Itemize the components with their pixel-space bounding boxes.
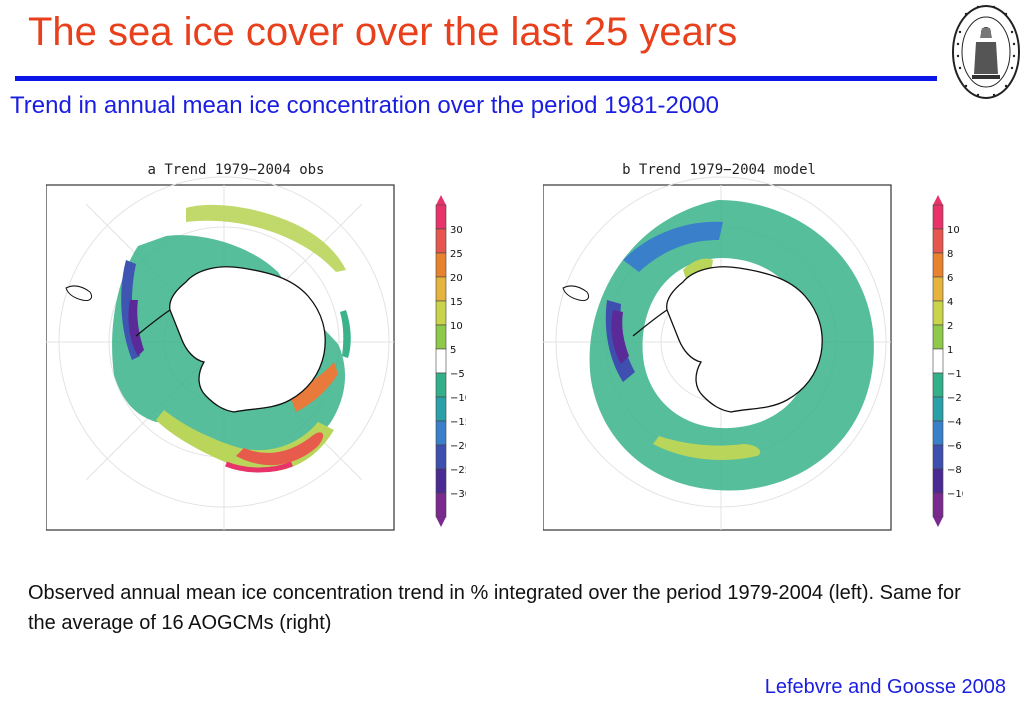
- colorbar-arrow-top: [933, 195, 943, 205]
- colorbar-tick-label: 10: [947, 225, 960, 236]
- colorbar-segment: [435, 420, 447, 446]
- colorbar-segment: [932, 252, 944, 278]
- colorbar-tick-label: 8: [947, 249, 953, 260]
- colorbar-segment: [932, 492, 944, 518]
- colorbar-tick-label: −5: [450, 369, 465, 380]
- figure-a-heading: a Trend 1979−2004 obs: [147, 162, 324, 178]
- colorbar-tick-label: 5: [450, 345, 456, 356]
- colorbar-tick-label: −10: [947, 489, 963, 500]
- colorbar-tick-label: 6: [947, 273, 953, 284]
- colorbar-segment: [435, 372, 447, 398]
- colorbar-segment: [932, 444, 944, 470]
- source-credit: Lefebvre and Goosse 2008: [764, 676, 1006, 698]
- south-america-outline: [65, 285, 93, 301]
- colorbar-tick-label: −20: [450, 441, 466, 452]
- university-seal-icon: [952, 5, 1020, 99]
- colorbar-segment: [435, 324, 447, 350]
- colorbar-tick-label: 10: [450, 321, 463, 332]
- colorbar-segment: [932, 348, 944, 374]
- colorbar-tick-label: −2: [947, 393, 962, 404]
- colorbar-segment: [435, 396, 447, 422]
- colorbar-a: 30 25 20 15 10 5 −5 −10 −15 −20 −25 −30: [435, 195, 466, 527]
- colorbar-tick-label: −1: [947, 369, 962, 380]
- colorbar-tick-label: 25: [450, 249, 463, 260]
- colorbar-segment: [435, 228, 447, 254]
- slide-title: The sea ice cover over the last 25 years: [28, 10, 738, 54]
- antarctica-coastline: [169, 266, 326, 413]
- colorbar-segment: [435, 204, 447, 230]
- colorbar-segment: [435, 492, 447, 518]
- colorbar-segment: [932, 300, 944, 326]
- antarctic-peninsula: [632, 309, 668, 337]
- colorbar-segment: [435, 252, 447, 278]
- colorbar-tick-label: −8: [947, 465, 962, 476]
- colorbar-segment: [932, 228, 944, 254]
- colorbar-segment: [932, 276, 944, 302]
- colorbar-arrow-bottom: [933, 517, 943, 527]
- colorbar-tick-label: 4: [947, 297, 953, 308]
- colorbar-tick-label: 20: [450, 273, 463, 284]
- figure-b: b Trend 1979−2004 model 10 8 6 4 2 1 −1 −2 −4 −6 −…: [543, 162, 963, 531]
- colorbar-tick-label: 1: [947, 345, 953, 356]
- antarctica-coastline: [666, 266, 823, 413]
- colorbar-tick-label: 2: [947, 321, 953, 332]
- colorbar-segment: [932, 420, 944, 446]
- colorbar-arrow-bottom: [436, 517, 446, 527]
- colorbar-b: 10 8 6 4 2 1 −1 −2 −4 −6 −8 −10: [932, 195, 963, 527]
- ice-trend-field: [589, 200, 874, 491]
- colorbar-segment: [435, 444, 447, 470]
- south-america-outline: [562, 285, 590, 301]
- colorbar-segment: [932, 324, 944, 350]
- colorbar-segment: [932, 372, 944, 398]
- colorbar-segment: [932, 468, 944, 494]
- figure-a: a Trend 1979−2004 obs 30 25 20 15 10 5 −5 −10 −1…: [46, 162, 466, 531]
- colorbar-tick-label: −15: [450, 417, 466, 428]
- colorbar-segment: [932, 396, 944, 422]
- colorbar-segment: [435, 348, 447, 374]
- colorbar-tick-label: −4: [947, 417, 962, 428]
- colorbar-tick-label: 30: [450, 225, 463, 236]
- colorbar-tick-label: −25: [450, 465, 466, 476]
- colorbar-arrow-top: [436, 195, 446, 205]
- colorbar-segment: [435, 300, 447, 326]
- title-divider: [15, 76, 937, 81]
- colorbar-tick-label: −10: [450, 393, 466, 404]
- colorbar-segment: [435, 276, 447, 302]
- colorbar-tick-label: −30: [450, 489, 466, 500]
- colorbar-segment: [435, 468, 447, 494]
- slide-subtitle: Trend in annual mean ice concentration o…: [10, 92, 719, 119]
- figure-caption: Observed annual mean ice concentration t…: [28, 582, 961, 634]
- colorbar-tick-label: 15: [450, 297, 463, 308]
- antarctic-peninsula: [135, 309, 171, 337]
- colorbar-tick-label: −6: [947, 441, 962, 452]
- figure-b-heading: b Trend 1979−2004 model: [622, 162, 816, 178]
- colorbar-segment: [932, 204, 944, 230]
